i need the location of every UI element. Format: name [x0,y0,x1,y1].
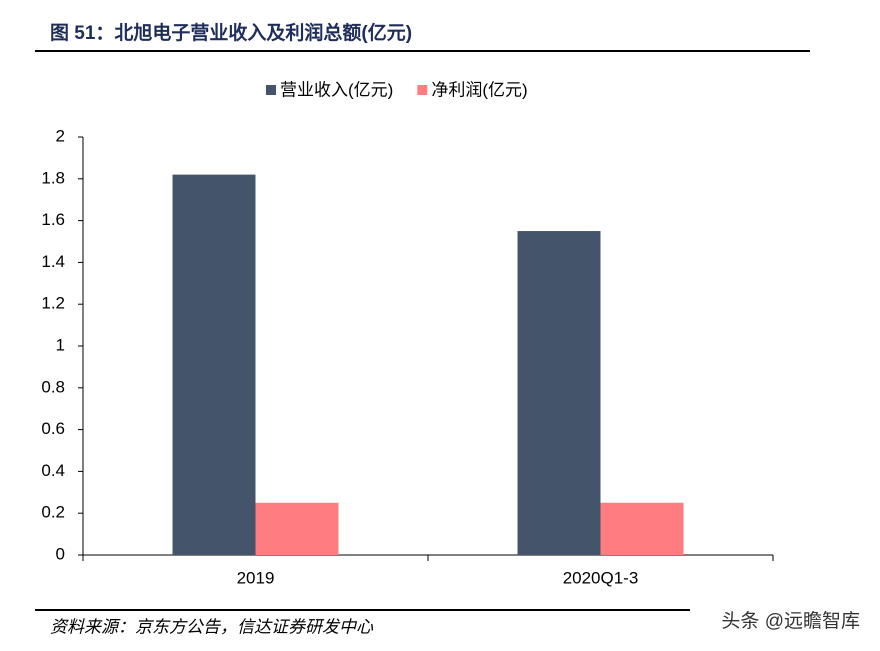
legend-swatch [417,85,428,95]
y-tick-label: 1.8 [41,168,65,187]
bar [517,231,601,556]
y-tick-label: 0.8 [41,377,65,396]
y-tick-label: 0.6 [41,419,65,438]
legend-swatch [266,85,276,95]
y-tick-label: 2 [56,126,65,145]
x-tick-label: 2020Q1-3 [563,568,639,587]
y-tick-label: 1.4 [41,252,65,271]
y-tick-label: 1 [56,335,65,354]
bar [600,502,684,555]
x-tick-label: 2019 [237,568,275,587]
y-tick-label: 1.6 [41,210,65,229]
chart-title: 图 51：北旭电子营业收入及利润总额(亿元) [50,21,412,44]
bar [255,502,339,555]
y-tick-label: 0.4 [41,461,65,480]
legend-label: 营业收入(亿元) [280,80,393,99]
bar [172,174,256,555]
y-tick-label: 1.2 [41,294,65,313]
watermark: 头条 @远瞻智库 [721,610,860,632]
y-tick-label: 0 [56,544,65,563]
source-note: 资料来源：京东方公告，信达证券研发中心 [50,617,374,636]
y-tick-label: 0.2 [41,503,65,522]
legend-label: 净利润(亿元) [431,80,527,99]
